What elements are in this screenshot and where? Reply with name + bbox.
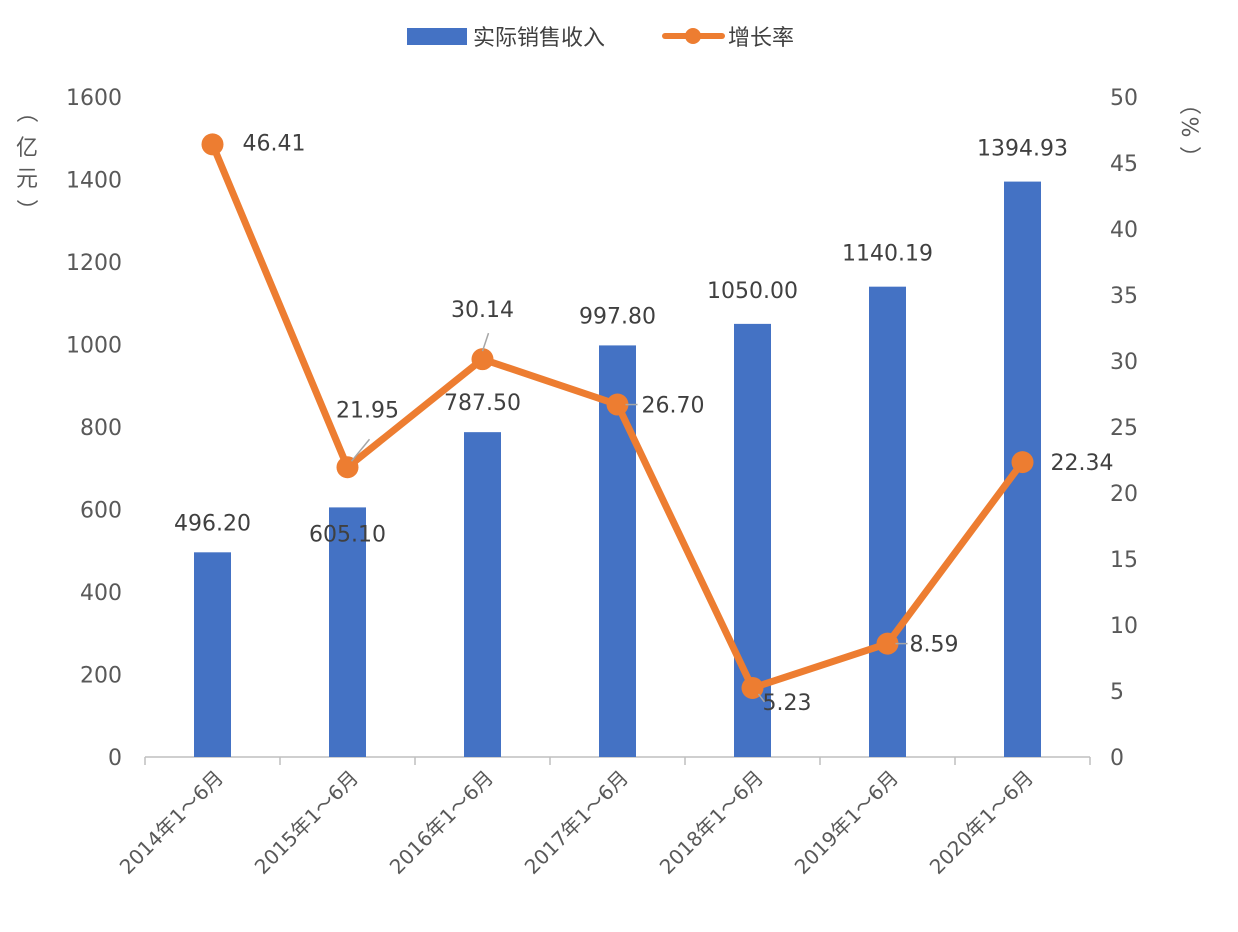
x-tick-label: 2015年1～6月: [250, 766, 363, 879]
legend-label-line: 增长率: [728, 26, 794, 51]
y-right-tick-label: 10: [1110, 614, 1138, 639]
line-data-label: 8.59: [910, 633, 959, 658]
y-left-tick-label: 800: [80, 416, 122, 441]
y-left-tick-label: 1400: [66, 169, 122, 194]
bar: [869, 286, 906, 757]
y-right-tick-label: 35: [1110, 284, 1138, 309]
bar-labels: 496.20 605.10 787.50 997.80 1050.00 1140.19 13…: [174, 137, 1068, 548]
y-right-unit-char: （: [1176, 93, 1201, 115]
y-right-unit-char: %: [1176, 117, 1201, 138]
line-data-label: 30.14: [451, 298, 514, 323]
legend: 实际销售收入 增长率: [407, 26, 794, 51]
bar-data-label: 496.20: [174, 511, 251, 536]
line-series: [201, 133, 1034, 699]
line-labels: 46.41 21.95 30.14 26.70 5.23 8.59 22.34: [243, 131, 1114, 716]
leader-line: [481, 332, 490, 352]
line-marker: [336, 456, 359, 479]
bar-data-label: 605.10: [309, 522, 386, 547]
line-data-label: 21.95: [336, 398, 399, 423]
bar: [329, 507, 366, 757]
x-tick-label: 2016年1～6月: [385, 766, 498, 879]
y-left-tick-label: 600: [80, 499, 122, 524]
y-right-axis: 0 5 10 15 20 25 30 35 40 45 50: [1110, 86, 1138, 771]
legend-swatch-marker: [685, 28, 701, 44]
y-left-unit-char: （: [13, 101, 38, 123]
line-marker: [876, 632, 899, 655]
y-right-tick-label: 45: [1110, 152, 1138, 177]
y-left-unit-char: ）: [13, 199, 38, 221]
bar: [194, 552, 231, 757]
y-right-tick-label: 25: [1110, 416, 1138, 441]
legend-swatch-bar: [407, 28, 467, 45]
bar-series: [194, 181, 1041, 757]
bar: [464, 432, 501, 757]
y-left-tick-label: 400: [80, 581, 122, 606]
leader-line: [757, 693, 766, 703]
x-tick-label: 2017年1～6月: [520, 766, 633, 879]
line-data-label: 26.70: [642, 394, 705, 419]
bar-data-label: 1050.00: [707, 279, 798, 304]
line-marker: [1011, 451, 1034, 474]
x-tick-label: 2018年1～6月: [655, 766, 768, 879]
y-left-unit-char: 亿: [16, 136, 38, 161]
y-right-unit-char: ）: [1176, 146, 1201, 168]
line-data-label: 5.23: [763, 691, 812, 716]
x-tick-label: 2019年1～6月: [790, 766, 903, 879]
leader-line: [350, 438, 371, 462]
line-marker: [741, 676, 764, 699]
y-right-tick-label: 40: [1110, 218, 1138, 243]
bar-data-label: 1140.19: [842, 242, 933, 267]
x-tick-label: 2014年1～6月: [115, 766, 228, 879]
line-data-label: 22.34: [1051, 451, 1114, 476]
y-left-tick-label: 0: [108, 746, 122, 771]
y-left-tick-label: 200: [80, 664, 122, 689]
y-right-tick-label: 5: [1110, 680, 1124, 705]
y-right-tick-label: 20: [1110, 482, 1138, 507]
y-left-axis: 0 200 400 600 800 1000 1200 1400 1600: [66, 86, 122, 771]
y-right-tick-label: 30: [1110, 350, 1138, 375]
x-axis: 2014年1～6月 2015年1～6月 2016年1～6月 2017年1～6月 2018…: [115, 756, 1091, 879]
line-marker: [201, 133, 224, 156]
y-left-tick-label: 1600: [66, 86, 122, 111]
bar-data-label: 997.80: [579, 304, 656, 329]
y-left-unit: （ 亿元 ）: [13, 101, 38, 221]
y-left-unit-char: 元: [16, 167, 38, 192]
y-right-tick-label: 15: [1110, 548, 1138, 573]
y-right-tick-label: 0: [1110, 746, 1124, 771]
bar-data-label: 1394.93: [977, 137, 1068, 162]
y-left-tick-label: 1000: [66, 334, 122, 359]
line-data-label: 46.41: [243, 131, 306, 156]
y-right-tick-label: 50: [1110, 86, 1138, 111]
y-left-tick-label: 1200: [66, 251, 122, 276]
legend-label-bar: 实际销售收入: [473, 26, 605, 51]
x-tick-label: 2020年1～6月: [925, 766, 1038, 879]
line-marker: [606, 393, 629, 416]
y-right-unit: （% ）: [1176, 93, 1201, 168]
line-marker: [471, 348, 494, 371]
bar-data-label: 787.50: [444, 391, 521, 416]
